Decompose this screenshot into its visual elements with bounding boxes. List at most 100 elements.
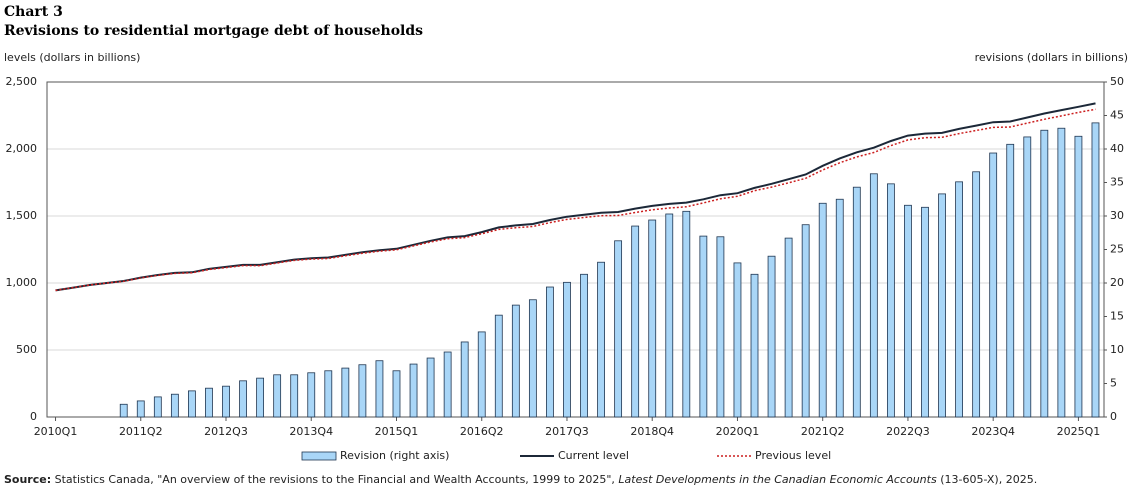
bar	[409, 363, 418, 418]
bar	[563, 281, 571, 418]
bar	[733, 262, 742, 418]
bar	[614, 240, 623, 418]
bar	[273, 374, 282, 418]
bar	[170, 393, 179, 418]
bar	[801, 224, 810, 418]
bar	[682, 210, 691, 418]
bar	[1006, 143, 1015, 418]
bar	[767, 255, 776, 418]
x-tick-label: 2017Q3	[545, 425, 589, 438]
bar	[1074, 135, 1083, 418]
y2-tick-label: 15	[1110, 310, 1124, 323]
bar	[904, 204, 912, 418]
bar	[460, 341, 469, 418]
y2-tick-label: 45	[1110, 109, 1124, 122]
x-tick-label: 2020Q1	[716, 425, 760, 438]
bar	[852, 186, 861, 418]
bar	[665, 213, 674, 418]
bar	[921, 206, 929, 418]
x-tick-label: 2016Q2	[460, 425, 504, 438]
y2-tick-label: 0	[1110, 410, 1117, 423]
y-tick-label: 1,000	[6, 276, 38, 289]
source-italic: Latest Developments in the Canadian Econ…	[618, 473, 937, 486]
legend-label: Current level	[558, 449, 629, 462]
bar	[989, 152, 998, 418]
source: Source: Statistics Canada, "An overview …	[4, 473, 1037, 486]
legend-label: Revision (right axis)	[340, 449, 449, 462]
bar	[119, 403, 128, 418]
y-axis-label: levels (dollars in billions)	[4, 51, 140, 64]
y2-tick-label: 20	[1110, 276, 1124, 289]
bar	[648, 219, 657, 418]
bar	[1057, 127, 1066, 418]
x-tick-label: 2021Q2	[801, 425, 845, 438]
bar	[256, 377, 265, 418]
bar	[955, 181, 963, 418]
x-tick-label: 2011Q2	[119, 425, 163, 438]
bar	[290, 374, 299, 418]
y2-tick-label: 30	[1110, 209, 1124, 222]
x-tick-label: 2010Q1	[34, 425, 78, 438]
line	[55, 108, 1096, 292]
bar	[580, 273, 588, 418]
bar	[886, 183, 895, 418]
chart-label: Chart 3	[4, 4, 63, 20]
bar	[597, 261, 605, 418]
bar	[426, 357, 435, 418]
bar	[392, 370, 401, 418]
bar	[188, 390, 196, 418]
bar	[784, 237, 793, 418]
bar	[1023, 136, 1032, 418]
bar	[511, 304, 520, 418]
x-tick-label: 2015Q1	[375, 425, 419, 438]
y2-axis-label: revisions (dollars in billions)	[975, 51, 1128, 64]
legend-swatch	[301, 451, 337, 461]
bar	[818, 202, 827, 418]
bar	[375, 360, 384, 418]
line	[55, 102, 1096, 292]
x-tick-label: 2012Q3	[204, 425, 248, 438]
y-tick-label: 0	[30, 410, 37, 423]
bar	[153, 396, 162, 418]
source-text: Statistics Canada, "An overview of the r…	[51, 473, 618, 486]
y2-tick-label: 25	[1110, 243, 1124, 256]
bar	[835, 198, 844, 418]
bar	[205, 387, 213, 418]
bar	[341, 367, 350, 418]
bar	[528, 299, 537, 418]
y-tick-label: 1,500	[6, 209, 38, 222]
bar	[750, 273, 759, 418]
bar	[938, 193, 946, 418]
x-tick-label: 2013Q4	[289, 425, 333, 438]
y-tick-label: 2,500	[6, 75, 38, 88]
bar	[477, 331, 486, 418]
y2-tick-label: 50	[1110, 75, 1124, 88]
y2-tick-label: 10	[1110, 343, 1124, 356]
bar	[136, 400, 145, 418]
bar	[631, 225, 640, 418]
x-tick-label: 2025Q1	[1057, 425, 1101, 438]
bar	[869, 173, 878, 418]
legend-label: Previous level	[755, 449, 831, 462]
bar	[546, 286, 554, 418]
bar	[239, 380, 247, 418]
bar	[699, 235, 708, 418]
bar	[1091, 122, 1100, 418]
y2-tick-label: 5	[1110, 377, 1117, 390]
y-tick-label: 500	[16, 343, 37, 356]
bar	[972, 171, 981, 418]
bar	[324, 370, 333, 418]
chart-title: Revisions to residential mortgage debt o…	[4, 23, 423, 39]
bar	[716, 236, 725, 418]
bar	[222, 385, 230, 418]
x-tick-label: 2022Q3	[886, 425, 930, 438]
y2-tick-label: 35	[1110, 176, 1124, 189]
bar	[358, 364, 367, 418]
source-label: Source:	[4, 473, 51, 486]
source-tail: (13-605-X), 2025.	[937, 473, 1037, 486]
y-tick-label: 2,000	[6, 142, 38, 155]
plot-frame	[46, 81, 1105, 418]
bar	[1040, 129, 1049, 418]
bar	[307, 372, 316, 418]
